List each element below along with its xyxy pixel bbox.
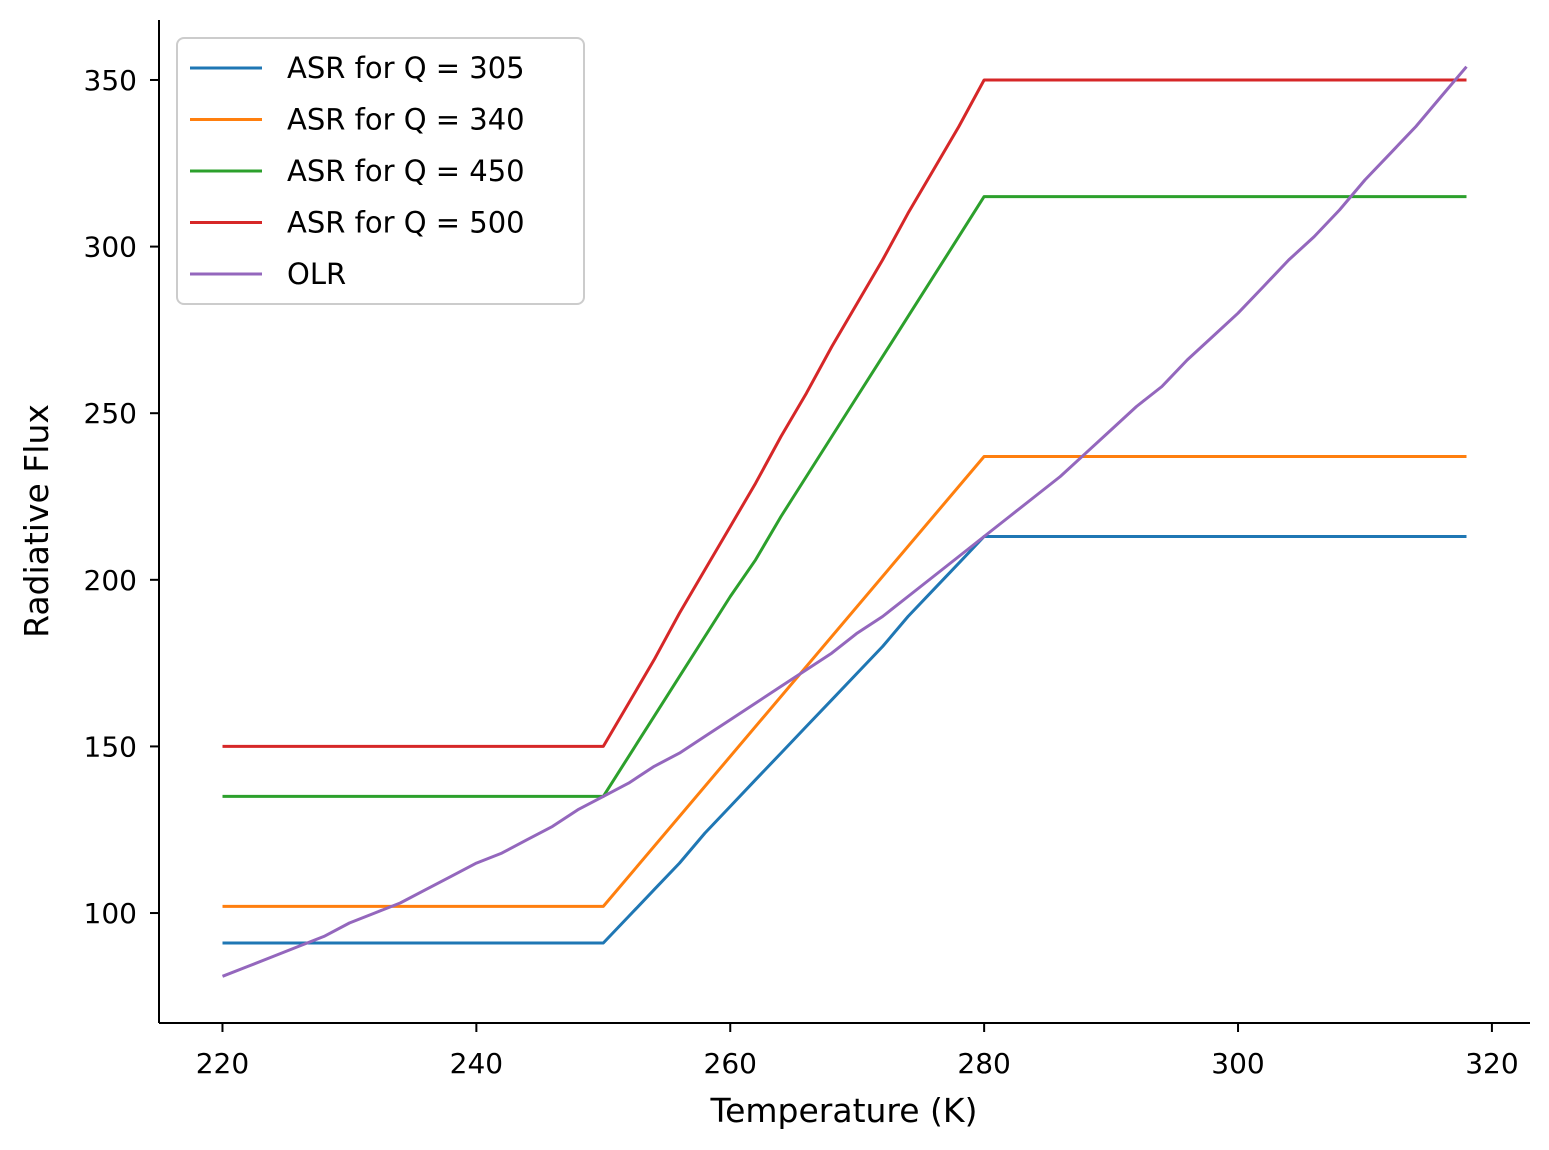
legend-label-asr-for-q-500: ASR for Q = 500 <box>287 206 525 240</box>
x-tick-label: 280 <box>957 1047 1010 1080</box>
y-tick-label: 100 <box>84 897 137 930</box>
series-line-asr-for-q-305 <box>222 535 1467 945</box>
x-axis-title: Temperature (K) <box>710 1091 978 1130</box>
legend: ASR for Q = 305 ASR for Q = 340 ASR for Q … <box>176 37 585 305</box>
y-tick-label: 150 <box>84 730 137 763</box>
legend-label-asr-for-q-305: ASR for Q = 305 <box>287 51 525 85</box>
x-tick-label: 220 <box>196 1047 249 1080</box>
y-tick-label: 200 <box>84 564 137 597</box>
x-tick-label: 320 <box>1465 1047 1518 1080</box>
series-layer <box>221 65 1468 978</box>
series-line-olr <box>221 65 1468 978</box>
y-tick-label: 300 <box>84 231 137 264</box>
legend-label-asr-for-q-450: ASR for Q = 450 <box>287 154 525 188</box>
legend-label-olr: OLR <box>287 257 346 291</box>
y-tick-label: 350 <box>84 64 137 97</box>
series-line-asr-for-q-340 <box>222 455 1467 908</box>
x-tick-label: 300 <box>1211 1047 1264 1080</box>
y-axis-title: Radiative Flux <box>17 404 56 638</box>
y-ticks: 100 150 200 250 300 350 <box>84 64 159 930</box>
legend-label-asr-for-q-340: ASR for Q = 340 <box>287 103 525 137</box>
x-ticks: 220 240 260 280 300 320 <box>196 1023 1519 1080</box>
y-tick-label: 250 <box>84 397 137 430</box>
x-tick-label: 260 <box>704 1047 757 1080</box>
x-tick-label: 240 <box>450 1047 503 1080</box>
series-line-asr-for-q-450 <box>222 195 1467 798</box>
series-line-asr-for-q-500 <box>222 78 1467 748</box>
legend-box <box>176 37 585 305</box>
